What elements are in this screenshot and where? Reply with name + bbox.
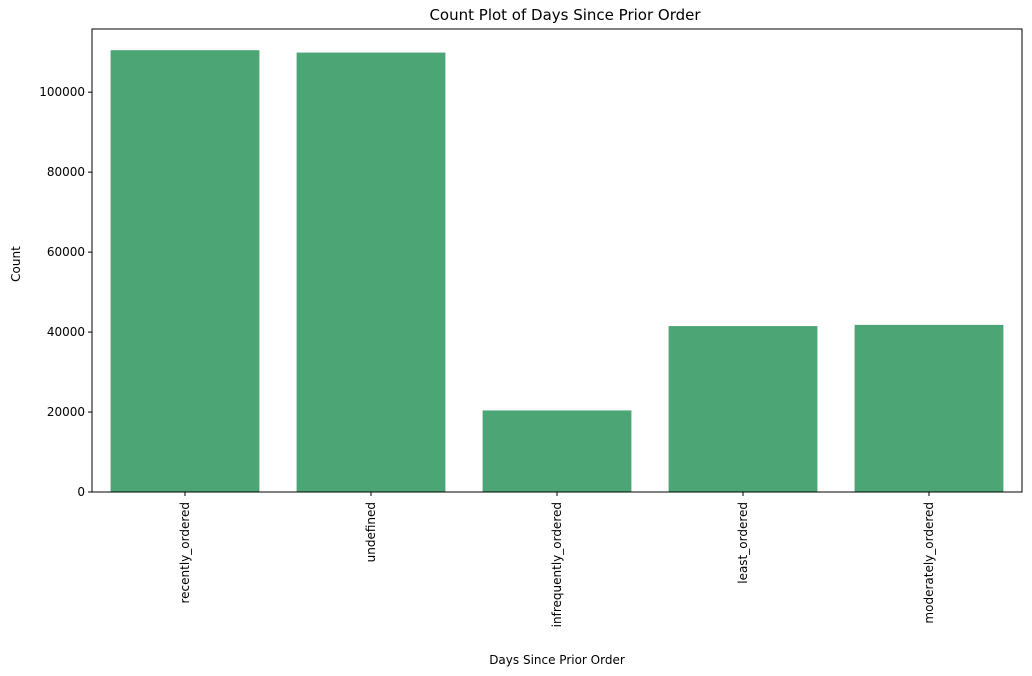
bar-infrequently-ordered [482,410,632,492]
y-tick-label: 100000 [39,85,85,99]
y-axis-label: Count [9,246,23,282]
x-tick-label: least_ordered [736,502,750,584]
x-tick-label: recently_ordered [178,502,192,604]
bar-undefined [296,52,446,492]
x-tick-label: moderately_ordered [922,502,936,624]
y-tick-label: 60000 [47,245,85,259]
x-axis-label: Days Since Prior Order [489,653,625,667]
x-axis: recently_ordered undefined infrequently_or… [178,492,936,627]
y-tick-label: 40000 [47,325,85,339]
x-tick-label: undefined [364,502,378,562]
bar-least-ordered [668,326,818,492]
x-tick-label: infrequently_ordered [550,502,564,627]
bars-group [110,50,1004,492]
y-tick-label: 80000 [47,165,85,179]
y-tick-label: 0 [77,485,85,499]
bar-recently-ordered [110,50,260,492]
y-tick-label: 20000 [47,405,85,419]
bar-moderately-ordered [854,324,1004,492]
y-axis: 0 20000 40000 60000 80000 100000 [39,85,92,499]
chart-title: Count Plot of Days Since Prior Order [429,6,701,24]
